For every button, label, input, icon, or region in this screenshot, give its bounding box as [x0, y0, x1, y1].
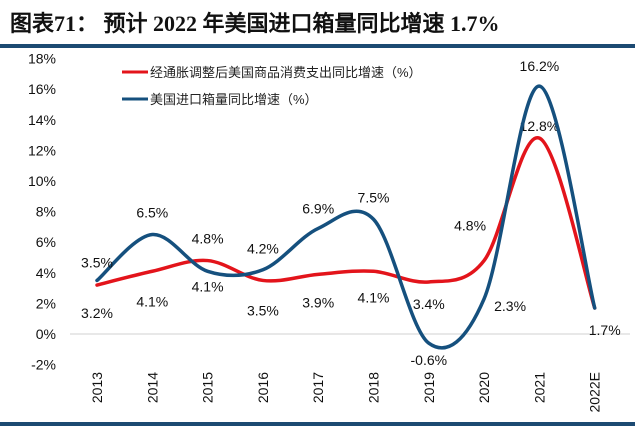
- y-tick-label: 8%: [36, 204, 56, 220]
- y-tick-label: 2%: [36, 295, 56, 311]
- x-tick-label: 2019: [421, 372, 437, 403]
- x-tick-label: 2022E: [587, 372, 603, 412]
- data-label: 4.1%: [192, 278, 224, 294]
- data-label: 2.3%: [494, 298, 526, 314]
- y-tick-label: 18%: [28, 51, 56, 67]
- data-label: 4.2%: [247, 241, 279, 257]
- bottom-divider: [0, 422, 635, 426]
- data-label: 16.2%: [520, 58, 560, 74]
- data-label: 12.8%: [520, 118, 560, 134]
- data-label: 4.8%: [454, 218, 486, 234]
- x-tick-label: 2021: [531, 372, 547, 403]
- data-label: 3.2%: [81, 305, 113, 321]
- data-label: 3.9%: [302, 294, 334, 310]
- data-label: 3.5%: [81, 254, 113, 270]
- data-label: 7.5%: [358, 189, 390, 205]
- x-tick-label: 2014: [144, 372, 160, 403]
- y-tick-label: 16%: [28, 81, 56, 97]
- figure-title: 图表71： 预计 2022 年美国进口箱量同比增速 1.7%: [10, 11, 500, 36]
- y-tick-label: 4%: [36, 265, 56, 281]
- data-label: 6.5%: [136, 205, 168, 221]
- y-tick-label: 10%: [28, 173, 56, 189]
- series-line-import-volume: [95, 84, 597, 350]
- y-tick-label: -2%: [31, 357, 56, 373]
- x-tick-label: 2013: [89, 372, 105, 403]
- data-label: 6.9%: [302, 200, 334, 216]
- data-label: 4.1%: [136, 293, 168, 309]
- y-tick-label: 14%: [28, 112, 56, 128]
- series-line-consumption: [95, 136, 597, 310]
- x-tick-label: 2015: [200, 372, 216, 403]
- legend-label: 美国进口箱量同比增速（%）: [150, 92, 318, 107]
- x-tick-label: 2020: [476, 372, 492, 403]
- data-label: 3.5%: [247, 302, 279, 318]
- y-tick-label: 0%: [36, 326, 56, 342]
- x-tick-label: 2018: [366, 372, 382, 403]
- top-divider: [0, 44, 635, 48]
- data-label: 1.7%: [589, 322, 621, 338]
- y-tick-label: 6%: [36, 234, 56, 250]
- data-label: -0.6%: [411, 352, 448, 368]
- x-tick-label: 2017: [310, 372, 326, 403]
- data-label: 4.1%: [358, 289, 390, 305]
- data-label: 3.4%: [413, 296, 445, 312]
- y-tick-label: 12%: [28, 142, 56, 158]
- data-label: 4.8%: [192, 231, 224, 247]
- x-tick-label: 2016: [255, 372, 271, 403]
- legend-label: 经通胀调整后美国商品消费支出同比增速（%）: [150, 65, 422, 80]
